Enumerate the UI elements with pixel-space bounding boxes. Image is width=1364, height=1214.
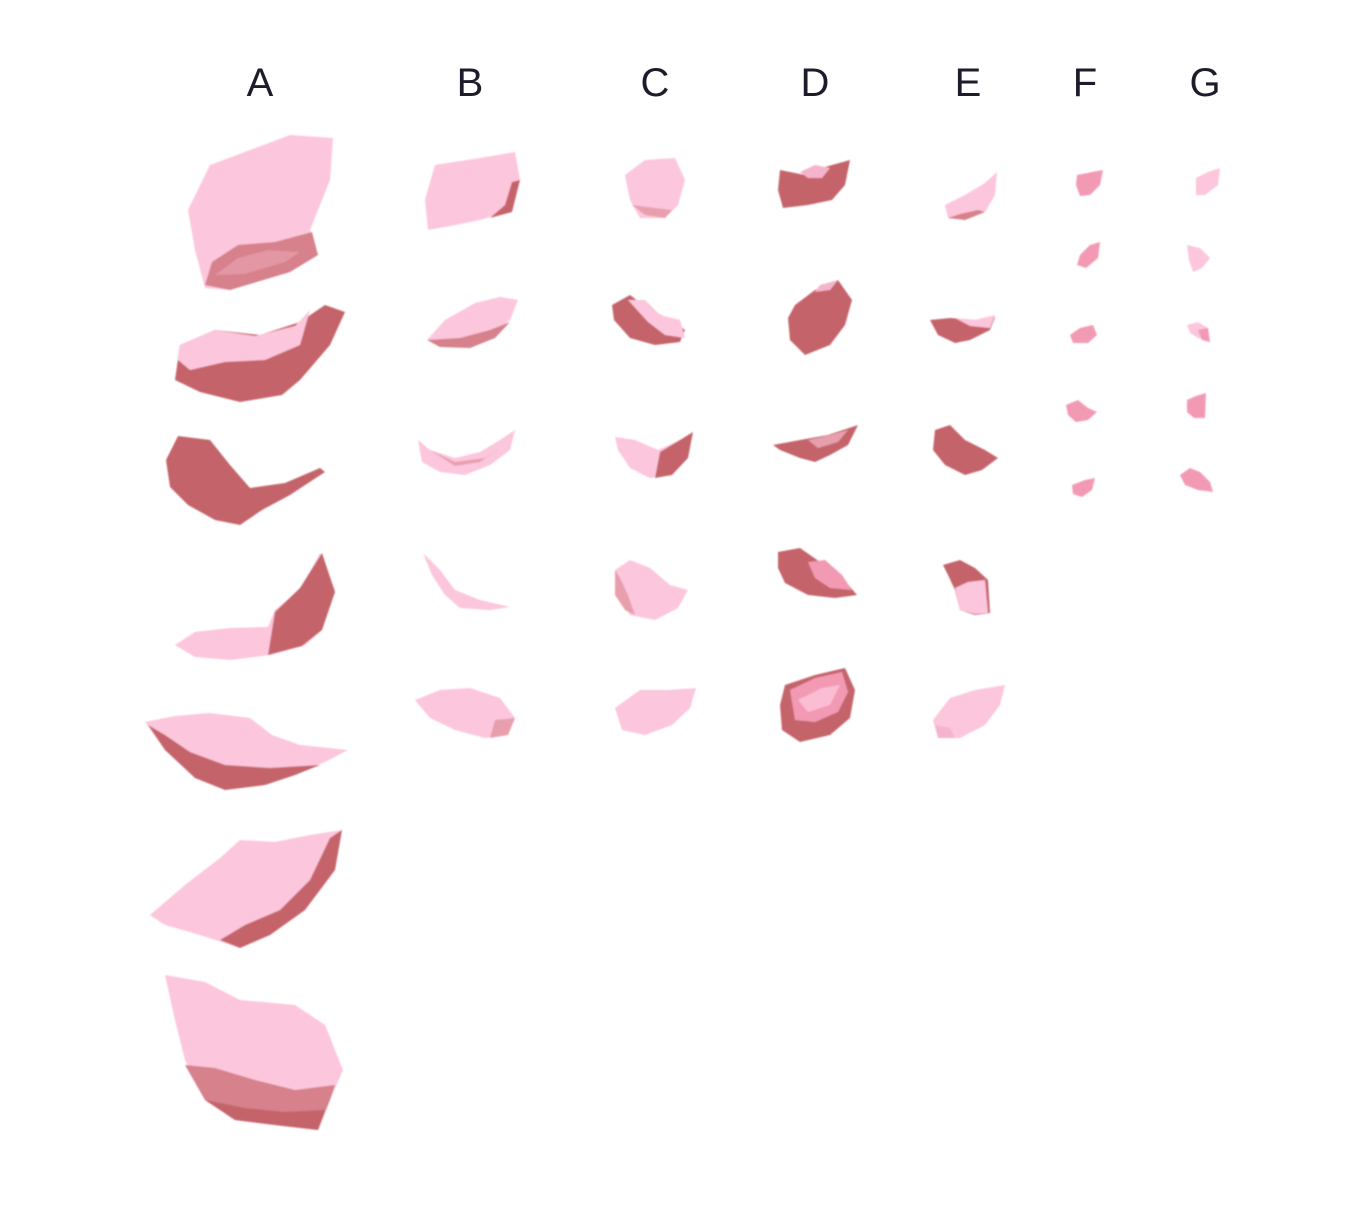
column-label-d: D bbox=[800, 61, 830, 105]
petal-f2 bbox=[1077, 242, 1100, 268]
petal-g3 bbox=[1187, 322, 1210, 342]
petal-b2 bbox=[427, 297, 518, 348]
petal-f5 bbox=[1072, 478, 1095, 497]
petal-d2 bbox=[788, 280, 852, 355]
petal-b4 bbox=[423, 553, 510, 610]
petal-b3 bbox=[418, 430, 515, 475]
petal-f4 bbox=[1066, 400, 1097, 422]
petal-b1 bbox=[425, 152, 520, 230]
petal-d4 bbox=[778, 548, 857, 598]
column-label-b: B bbox=[456, 61, 484, 105]
petal-g5 bbox=[1180, 468, 1213, 492]
petal-f3 bbox=[1070, 325, 1097, 343]
column-label-c: C bbox=[640, 61, 670, 105]
petal-d5 bbox=[780, 668, 855, 742]
petal-c3 bbox=[615, 432, 693, 478]
petal-e4 bbox=[943, 560, 990, 615]
petal-c4 bbox=[615, 560, 688, 620]
petal-b5 bbox=[415, 688, 515, 738]
petal-g2 bbox=[1187, 245, 1210, 272]
column-label-a: A bbox=[246, 61, 274, 105]
petal-e2 bbox=[930, 315, 995, 343]
petal-a7 bbox=[165, 975, 343, 1130]
petal-d1 bbox=[778, 160, 850, 208]
petal-e3 bbox=[933, 425, 998, 475]
petal-c5 bbox=[615, 688, 696, 735]
petal-d3 bbox=[773, 425, 858, 462]
petal-c2 bbox=[612, 295, 685, 345]
petal-g4 bbox=[1187, 393, 1206, 418]
column-label-g: G bbox=[1189, 61, 1221, 105]
petal-a3 bbox=[166, 436, 325, 525]
petal-a2 bbox=[175, 305, 345, 402]
column-label-f: F bbox=[1072, 61, 1098, 105]
petal-a6 bbox=[150, 830, 342, 948]
petal-a5 bbox=[145, 713, 348, 790]
column-label-e: E bbox=[954, 61, 982, 105]
petal-g1 bbox=[1196, 168, 1220, 195]
petal-e5 bbox=[933, 685, 1005, 738]
petal-f1 bbox=[1076, 170, 1103, 196]
petal-e1 bbox=[945, 172, 997, 220]
petal-a4 bbox=[175, 553, 335, 660]
petal-c1 bbox=[625, 158, 685, 218]
petal-a1 bbox=[188, 135, 333, 290]
